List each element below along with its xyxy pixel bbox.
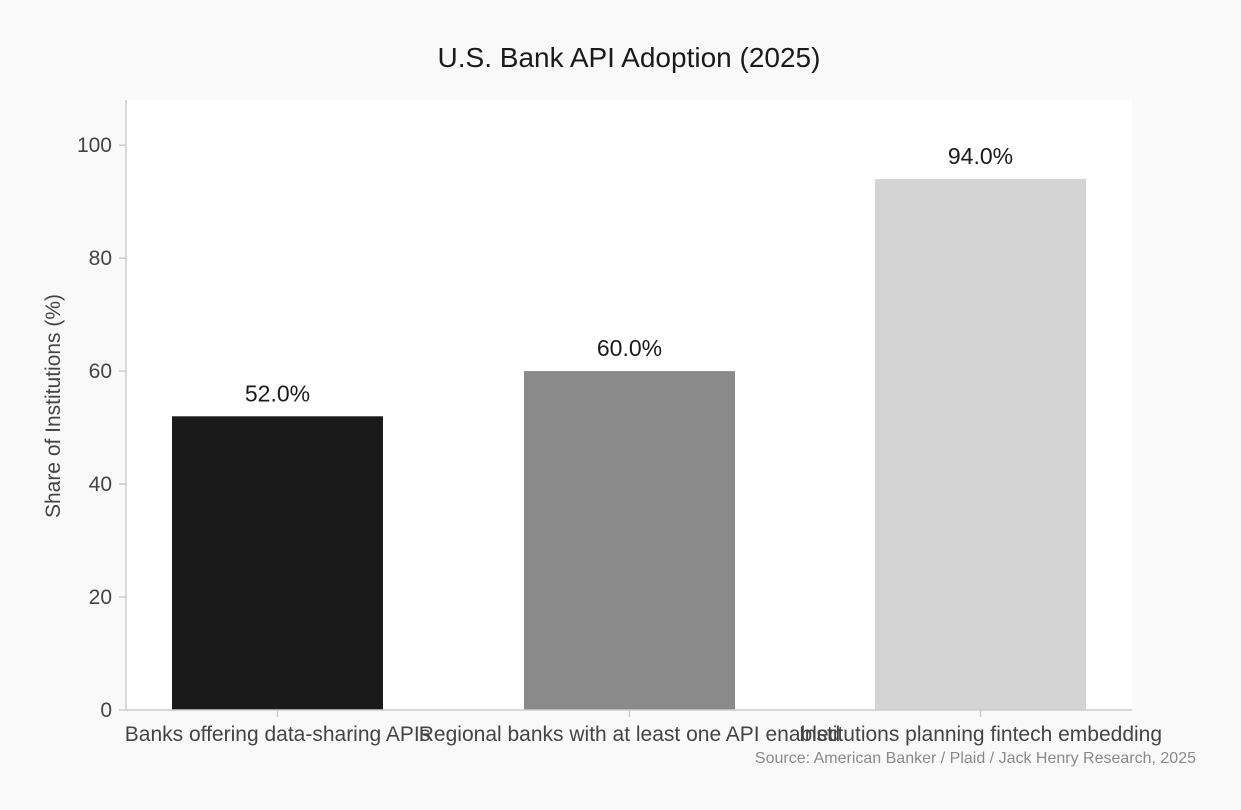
y-tick-label: 60: [89, 360, 112, 383]
bar: [875, 179, 1086, 710]
y-axis-label: Share of Institutions (%): [42, 294, 65, 518]
bar-value-label: 94.0%: [948, 143, 1013, 169]
bar-value-label: 52.0%: [245, 380, 310, 406]
chart-title: U.S. Bank API Adoption (2025): [438, 42, 821, 73]
x-tick-label: Banks offering data-sharing APIs: [125, 723, 430, 746]
y-tick-label: 80: [89, 247, 112, 270]
x-tick-label: Regional banks with at least one API ena…: [419, 723, 840, 746]
data-labels-group: 52.0% 60.0% 94.0%: [245, 143, 1013, 406]
y-tick-label: 40: [89, 473, 112, 496]
bar: [172, 416, 383, 710]
source-note: Source: American Banker / Plaid / Jack H…: [755, 750, 1196, 767]
y-axis-ticks: 0 20 40 60 80 100: [77, 134, 126, 722]
bars-group: [172, 179, 1086, 710]
y-tick-label: 20: [89, 586, 112, 609]
bar: [524, 371, 735, 710]
x-axis-ticks: Banks offering data-sharing APIsRegional…: [125, 710, 1162, 746]
x-tick-label: Institutions planning fintech embedding: [799, 723, 1162, 746]
y-tick-label: 100: [77, 134, 112, 157]
y-tick-label: 0: [100, 699, 112, 722]
bar-value-label: 60.0%: [597, 335, 662, 361]
